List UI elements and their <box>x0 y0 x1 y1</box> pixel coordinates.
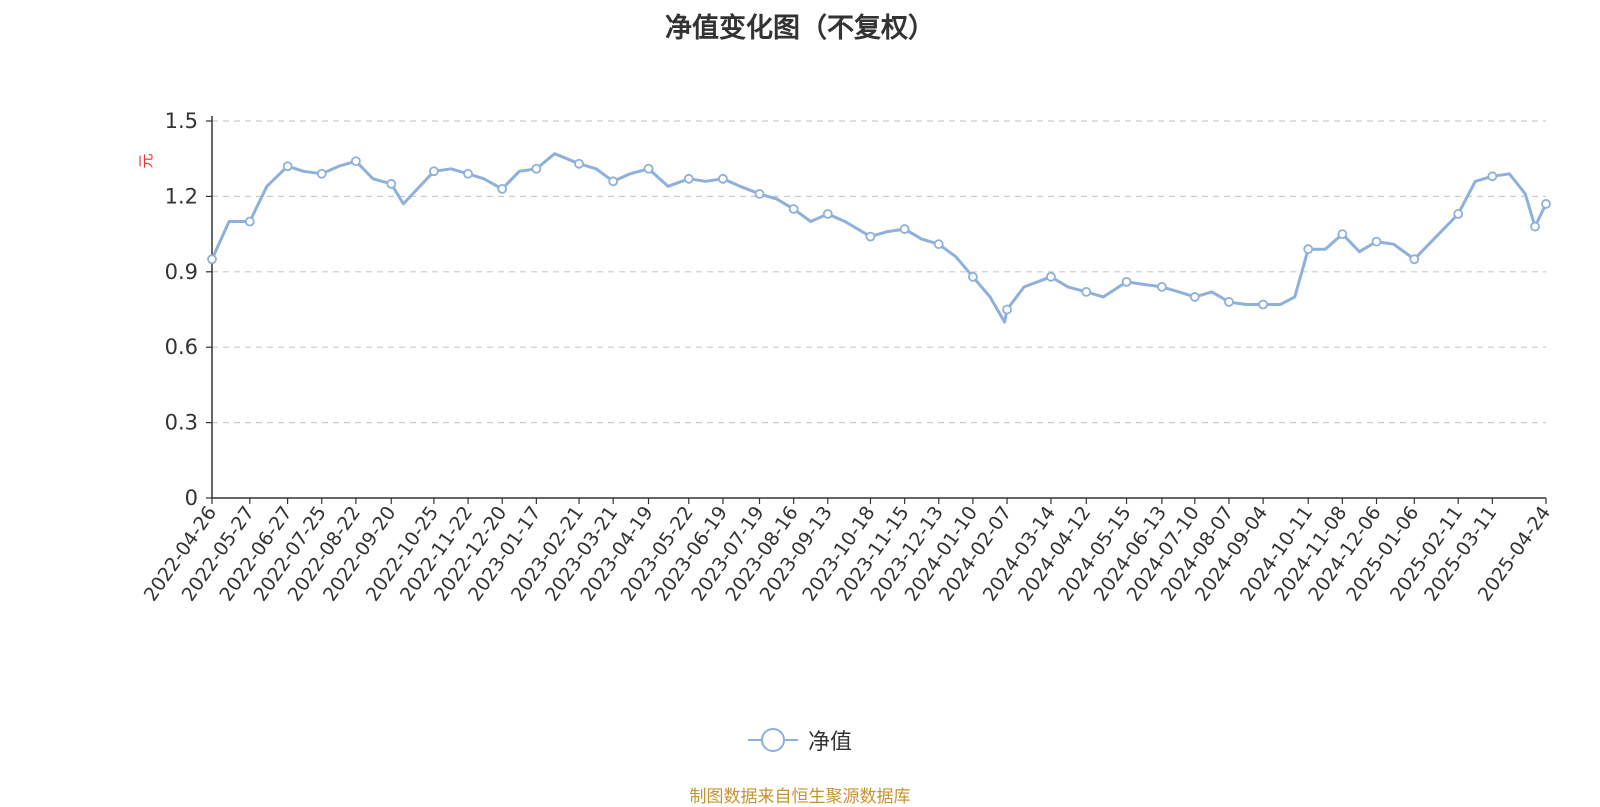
y-tick-labels: 0 0.3 0.6 0.9 1.2 1.5 <box>165 109 198 510</box>
data-point <box>1303 244 1314 255</box>
data-point <box>1409 254 1420 265</box>
data-point <box>683 173 694 184</box>
data-point <box>574 158 584 169</box>
data-point <box>1337 229 1348 240</box>
y-tick-label: 0.6 <box>165 335 198 359</box>
legend[interactable]: 净值 <box>0 724 1600 759</box>
data-point <box>207 254 217 265</box>
legend-line-circle-icon <box>747 727 798 753</box>
data-point <box>1156 281 1167 292</box>
grid-lines <box>212 120 1546 424</box>
data-point <box>1541 199 1551 209</box>
y-tick-label: 1.5 <box>165 109 198 133</box>
data-source-note: 制图数据来自恒生聚源数据库 <box>689 787 911 807</box>
data-point <box>386 178 397 189</box>
data-point <box>1121 276 1132 287</box>
data-point <box>1453 209 1464 219</box>
legend-label: 净值 <box>807 730 852 755</box>
data-point <box>788 204 799 214</box>
data-point <box>1046 271 1056 282</box>
data-point <box>899 224 910 234</box>
data-point <box>497 183 508 194</box>
x-tick-labels: 2022-04-262022-05-272022-06-272022-07-25… <box>140 502 1555 605</box>
axes <box>206 116 1547 504</box>
y-tick-label: 1.2 <box>165 184 198 208</box>
data-point <box>967 271 978 282</box>
chart-title: 净值变化图（不复权） <box>665 13 935 44</box>
data-point <box>244 216 255 227</box>
data-point <box>933 239 944 250</box>
series-markers <box>207 156 1551 315</box>
series-net-value <box>210 152 1548 324</box>
data-point <box>822 209 833 219</box>
y-tick-label: 0.3 <box>165 411 198 435</box>
data-point <box>1258 299 1269 310</box>
data-point <box>754 188 765 199</box>
data-point <box>463 168 473 179</box>
data-point <box>718 173 728 184</box>
data-point <box>531 163 542 174</box>
data-point <box>1081 287 1092 297</box>
data-point <box>608 176 619 187</box>
y-tick-label: 0.9 <box>165 260 198 284</box>
y-tick-label: 0 <box>185 486 198 510</box>
data-point <box>282 161 293 172</box>
series-line <box>210 152 1548 324</box>
data-point <box>1487 171 1498 182</box>
y-axis-label: 元 <box>137 153 155 168</box>
data-point <box>1002 304 1012 315</box>
data-point <box>1224 297 1234 307</box>
data-point <box>429 166 439 177</box>
data-point <box>865 231 876 242</box>
data-point <box>1189 292 1200 302</box>
data-point <box>316 168 327 179</box>
data-point <box>1530 221 1540 232</box>
data-point <box>350 156 361 167</box>
data-point <box>643 163 654 174</box>
data-point <box>1371 236 1382 247</box>
